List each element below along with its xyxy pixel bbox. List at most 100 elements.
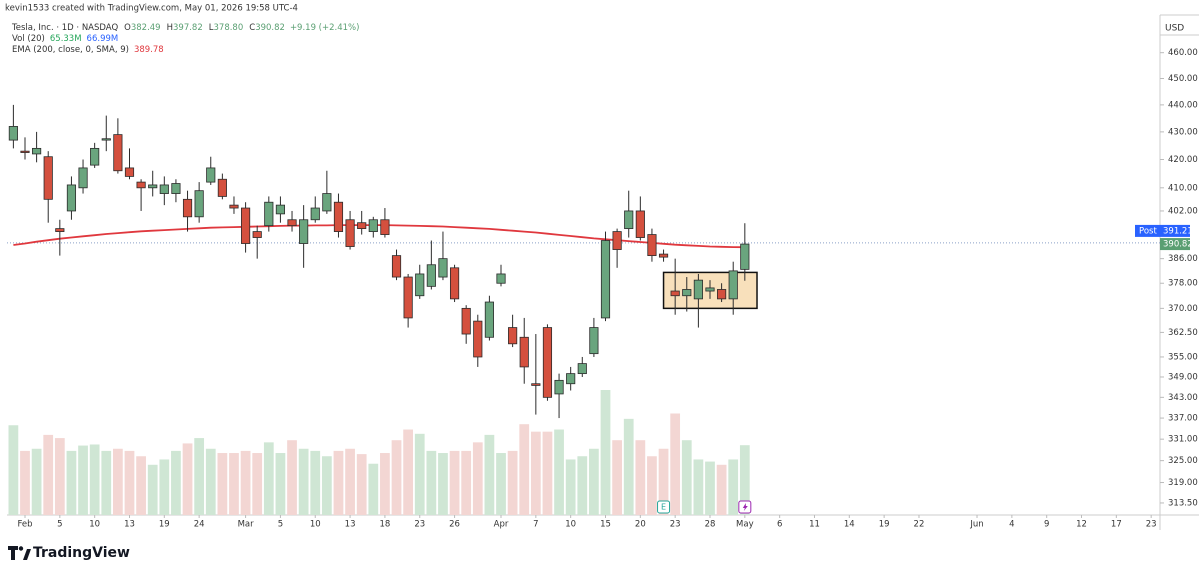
volume-bar [43,434,54,515]
x-tick-label: 10 [310,520,321,530]
candle-body [554,379,564,395]
candle-body [20,150,30,153]
x-tick-label: May [736,520,754,530]
candle-body [380,219,390,235]
x-tick-label: Apr [494,520,509,530]
volume-bar [589,448,599,515]
volume-bar [693,459,704,515]
volume-bar [159,459,170,515]
candle-body [670,290,680,297]
x-tick-label: 9 [1044,520,1049,530]
ema-last: 389.78 [134,45,164,55]
candle-body [508,327,518,345]
candle-body [612,231,622,250]
volume-bar [205,448,216,515]
volume-bar [414,433,425,515]
symbol-legend: Tesla, Inc. · 1D · NASDAQ O382.49 H397.82 L… [11,23,359,33]
x-tick-label: 23 [670,520,681,530]
y-tick-label: 378.00 [1168,279,1198,289]
volume-bar [647,456,657,515]
x-tick-label: 20 [635,520,646,530]
volume-bar [229,453,239,515]
candle-body [357,222,367,230]
volume-bar [345,448,355,515]
volume-bar [739,445,750,515]
volume-bar [565,459,576,515]
y-tick-label: 343.00 [1168,393,1198,403]
volume-bar [449,450,460,515]
x-tick-label: 13 [345,520,356,530]
y-tick-label: 319.00 [1168,478,1198,488]
candle-body [368,219,378,232]
volume-bar [275,453,286,515]
volume-bar [298,448,309,515]
ema-line [13,224,745,249]
x-tick-label: Feb [17,520,32,530]
volume-bar [635,440,646,515]
ohlc-value: 378.80 [214,23,244,33]
volume-bar [136,456,146,515]
candle-body [124,167,135,177]
candle-body [90,147,100,166]
x-tick-label: 17 [1111,520,1122,530]
volume-bar [194,438,205,515]
y-tick-label: 325.00 [1168,456,1198,466]
candle-body [449,267,460,300]
volume-bar [333,450,344,515]
x-tick-label: 5 [278,520,283,530]
candle-body [589,327,599,355]
x-tick-label: 11 [809,520,820,530]
volume-bar [391,440,402,515]
y-tick-label: 450.00 [1168,74,1198,84]
candle-body [624,210,634,230]
y-tick-label: 313.50 [1168,498,1198,508]
volume-bar [461,450,472,515]
volume-bar [182,443,193,515]
ema-legend: EMA (200, close, 0, SMA, 9) 389.78 [12,45,164,55]
x-tick-label: 18 [379,520,390,530]
volume-bar [263,442,274,515]
volume-name: Vol (20) [12,34,45,44]
x-tick-label: 5 [57,520,62,530]
symbol: Tesla, Inc. · 1D · NASDAQ [11,23,118,33]
x-tick-label: 28 [705,520,716,530]
volume-bar [113,448,123,515]
post-label: Post [1139,226,1157,236]
volume-bar [310,450,321,515]
candle-body [32,147,42,155]
candle-body [542,327,553,398]
post-tag [1135,224,1190,237]
candle-body [322,193,332,212]
volume-bar [438,453,448,515]
volume-bar [681,440,692,515]
candle-body [217,178,227,197]
volume-bar [530,431,541,515]
brand: TradingView [33,545,130,561]
candle-body [299,219,309,244]
volume-bar [217,453,228,515]
volume-bar [78,445,88,515]
y-tick-label: 420.00 [1168,155,1198,165]
candle-body [705,287,715,292]
ohlc-key: C [249,23,255,33]
ohlc-value: 382.49 [131,23,161,33]
candle-body [241,207,251,244]
volume-last: 65.33M [50,34,82,44]
event-label: E [661,503,666,512]
volume-bar [124,450,135,515]
candle-body [566,373,576,385]
volume-bar [554,429,564,515]
volume-bar [670,413,681,515]
candle-body [101,138,111,141]
volume-bar [380,453,390,515]
candle-body [310,207,320,221]
event-icon [742,503,748,511]
candle-body [345,219,355,247]
y-tick-label: 440.00 [1168,100,1198,110]
volume-bar [507,450,518,515]
candle-body [171,183,181,194]
volume-bar [287,440,297,515]
candle-body [693,279,703,300]
candle-body [728,270,738,300]
